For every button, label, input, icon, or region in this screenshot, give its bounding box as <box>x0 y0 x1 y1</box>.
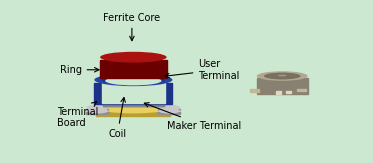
Text: Ring: Ring <box>60 65 99 75</box>
Text: User
Terminal: User Terminal <box>165 59 240 81</box>
Ellipse shape <box>87 105 108 110</box>
Polygon shape <box>297 89 305 91</box>
Polygon shape <box>100 91 167 93</box>
Ellipse shape <box>278 75 287 76</box>
Ellipse shape <box>103 92 164 102</box>
Ellipse shape <box>94 74 172 86</box>
Polygon shape <box>276 91 281 94</box>
Ellipse shape <box>159 108 180 114</box>
Ellipse shape <box>159 105 180 110</box>
Ellipse shape <box>105 76 162 85</box>
Polygon shape <box>100 60 167 78</box>
Polygon shape <box>103 99 164 100</box>
Polygon shape <box>250 89 259 92</box>
Polygon shape <box>103 104 164 105</box>
Text: Coil: Coil <box>109 98 126 139</box>
Ellipse shape <box>100 52 167 63</box>
Ellipse shape <box>87 108 108 114</box>
Ellipse shape <box>101 75 165 85</box>
Polygon shape <box>159 112 180 114</box>
Text: Maker Terminal: Maker Terminal <box>144 103 241 131</box>
Text: Terminal
Board: Terminal Board <box>57 102 98 128</box>
Polygon shape <box>87 112 108 114</box>
Polygon shape <box>94 83 172 104</box>
Polygon shape <box>101 82 165 103</box>
Polygon shape <box>103 100 164 101</box>
Polygon shape <box>159 109 180 110</box>
Ellipse shape <box>100 82 167 93</box>
Polygon shape <box>257 78 308 94</box>
Ellipse shape <box>264 73 301 80</box>
Polygon shape <box>103 105 164 106</box>
Polygon shape <box>286 91 291 94</box>
Polygon shape <box>87 109 108 110</box>
Text: Ferrite Core: Ferrite Core <box>103 13 160 41</box>
Ellipse shape <box>257 71 308 81</box>
Ellipse shape <box>97 101 170 113</box>
Polygon shape <box>97 110 170 116</box>
Polygon shape <box>103 99 164 106</box>
